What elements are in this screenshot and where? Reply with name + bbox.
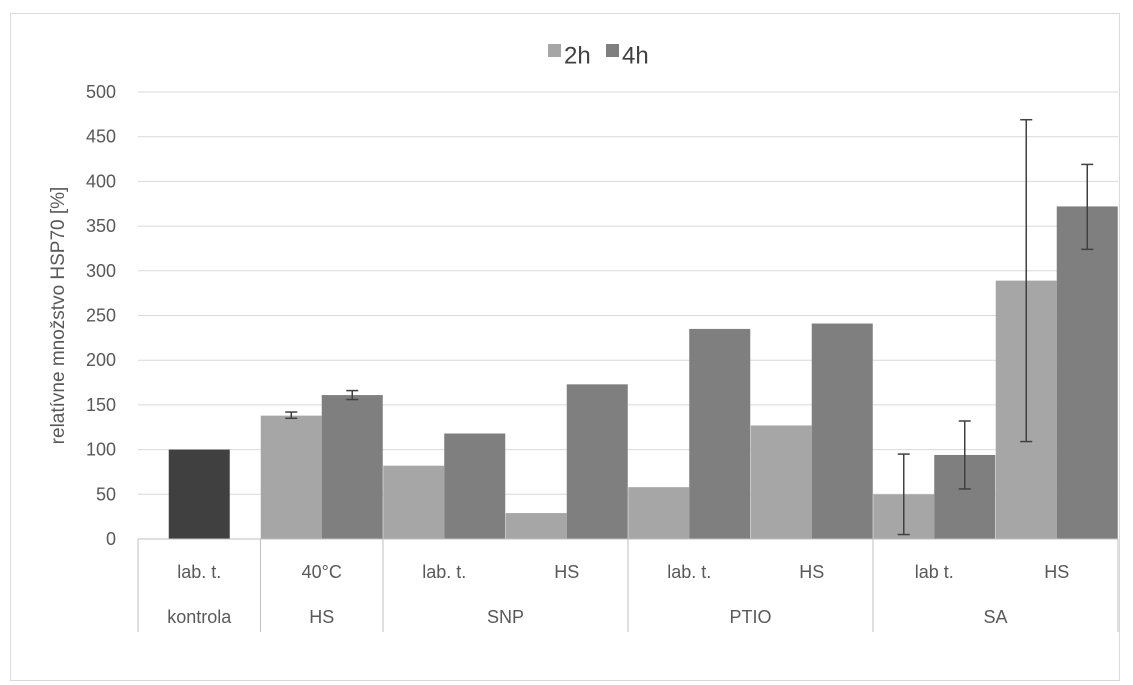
x-category-label: lab. t. xyxy=(667,562,711,582)
bar-4h xyxy=(444,433,506,539)
y-tick-label: 250 xyxy=(86,306,116,326)
y-tick-label: 150 xyxy=(86,395,116,415)
x-category-label: HS xyxy=(554,562,579,582)
x-group-label: kontrola xyxy=(167,607,232,627)
x-group-label: HS xyxy=(309,607,334,627)
bar-2h xyxy=(505,513,567,539)
x-group-label: SNP xyxy=(487,607,524,627)
y-tick-label: 400 xyxy=(86,171,116,191)
x-group-label: SA xyxy=(983,607,1007,627)
bar-4h xyxy=(1056,206,1118,539)
legend-label: 4h xyxy=(622,42,649,69)
y-axis-title: relatívne množstvo HSP70 [%] xyxy=(48,187,69,445)
bar-2h xyxy=(383,465,445,539)
y-tick-label: 50 xyxy=(96,484,116,504)
legend-label: 2h xyxy=(564,42,591,69)
x-category-label: HS xyxy=(799,562,824,582)
legend-swatch xyxy=(606,44,619,57)
x-category-label: 40°C xyxy=(302,562,342,582)
x-category-label: lab. t. xyxy=(177,562,221,582)
bar-4h xyxy=(321,395,383,539)
x-category-label: HS xyxy=(1044,562,1069,582)
x-group-label: PTIO xyxy=(729,607,771,627)
bar-4h xyxy=(566,384,628,539)
bar-4h xyxy=(689,328,751,539)
y-tick-label: 350 xyxy=(86,216,116,236)
bar-chart: 0 50 100 150 200 250 300 350 400 450 500 relatívne … xyxy=(48,42,1119,632)
bar-2h xyxy=(750,425,812,539)
x-category-label: lab. t. xyxy=(422,562,466,582)
bar-2h xyxy=(628,487,690,539)
bar-4h xyxy=(811,323,873,539)
y-tick-label: 0 xyxy=(106,529,116,549)
y-tick-label: 300 xyxy=(86,261,116,281)
bar-kontrola xyxy=(168,449,230,539)
y-tick-label: 500 xyxy=(86,82,116,102)
chart-area: 0 50 100 150 200 250 300 350 400 450 500 relatívne … xyxy=(10,13,1120,681)
y-tick-label: 100 xyxy=(86,440,116,460)
legend-swatch xyxy=(548,44,561,57)
y-tick-label: 200 xyxy=(86,350,116,370)
bar-2h xyxy=(260,415,322,539)
y-tick-label: 450 xyxy=(86,127,116,147)
x-category-label: lab t. xyxy=(915,562,954,582)
